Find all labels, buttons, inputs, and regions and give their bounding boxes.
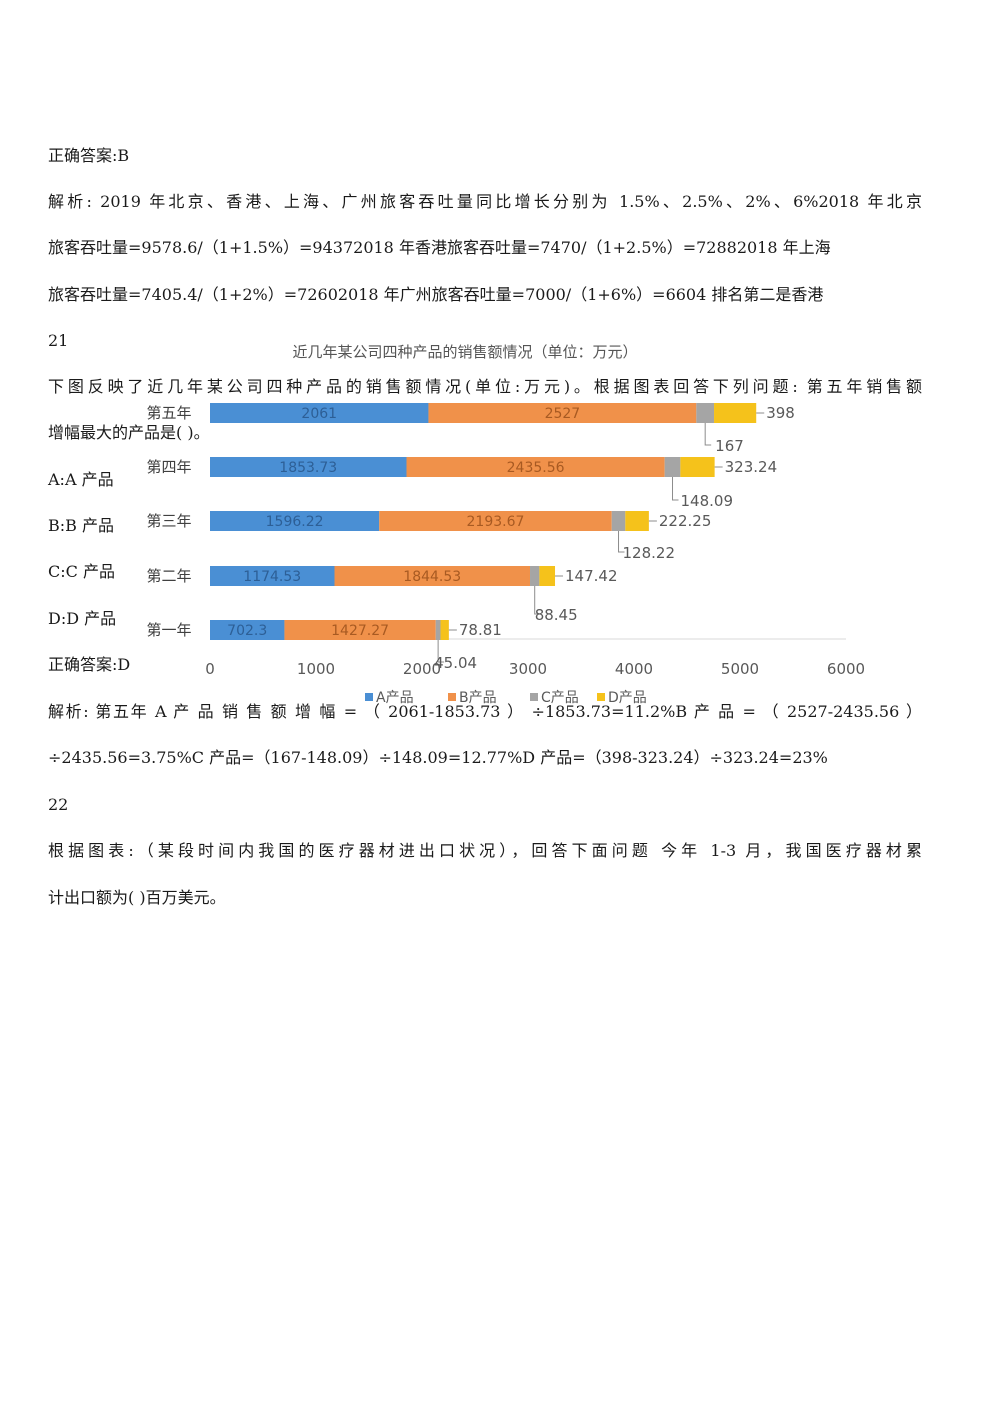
callout-label: 88.45	[535, 606, 578, 624]
bar-value-label: 702.3	[227, 623, 267, 639]
x-tick-label: 5000	[721, 660, 759, 678]
chart-title: 近几年某公司四种产品的销售额情况（单位：万元）	[292, 343, 637, 361]
analysis-line: 解析: 第五年 A 产 品 销 售 额 增 幅 = （ 2061-1853.73…	[48, 702, 922, 721]
question-text: 根据图表:（某段时间内我国的医疗器材进出口状况），回答下面问题 今年 1-3 月…	[48, 841, 922, 860]
bar-segment-b	[284, 620, 436, 640]
bar-segment-d	[440, 620, 449, 640]
bar-value-label: 1596.22	[266, 514, 324, 530]
callout-label: 78.81	[459, 621, 502, 639]
bar-value-label: 2193.67	[467, 514, 525, 530]
bar-value-label: 2061	[301, 406, 337, 422]
x-tick-label: 6000	[827, 660, 865, 678]
category-label: 第五年	[146, 404, 191, 422]
category-label: 第三年	[146, 512, 191, 530]
callout-leader	[618, 531, 625, 553]
x-tick-label: 3000	[509, 660, 547, 678]
legend-swatch	[597, 693, 605, 701]
bar-segment-c	[435, 620, 441, 640]
callout-leader	[672, 477, 679, 501]
bar-value-label: 1174.53	[243, 569, 301, 585]
category-label: 第四年	[146, 458, 191, 476]
legend-label: C产品	[541, 690, 579, 706]
question-number: 21	[48, 331, 69, 350]
x-tick-label: 1000	[297, 660, 335, 678]
bar-segment-a	[210, 403, 429, 423]
callout-label: 128.22	[623, 544, 676, 562]
bar-segment-c	[696, 403, 715, 423]
legend-label: D产品	[608, 690, 647, 706]
question-text: 增幅最大的产品是( )。	[48, 423, 210, 442]
bar-segment-a	[210, 457, 407, 477]
bar-segment-a	[210, 620, 285, 640]
bar-segment-d	[680, 457, 715, 477]
analysis-line: ÷2435.56=3.75%C 产品=（167-148.09）÷148.09=1…	[48, 748, 828, 767]
option-a: A:A 产品	[48, 470, 114, 489]
question-text: 计出口额为( )百万美元。	[48, 888, 226, 907]
analysis-line: 旅客吞吐量=9578.6/（1+1.5%）=94372018 年香港旅客吞吐量=…	[48, 238, 831, 257]
category-label: 第二年	[146, 567, 191, 585]
bar-segment-d	[539, 566, 556, 586]
bar-segment-c	[530, 566, 540, 586]
bar-segment-d	[625, 511, 649, 531]
legend-swatch	[365, 693, 373, 701]
bar-segment-a	[210, 511, 380, 531]
option-d: D:D 产品	[48, 609, 117, 628]
callout-label: 148.09	[681, 492, 734, 510]
answer-line: 正确答案:D	[48, 655, 131, 674]
option-c: C:C 产品	[48, 562, 115, 581]
x-tick-label: 2000	[403, 660, 441, 678]
callout-leader	[437, 640, 445, 663]
bar-segment-b	[334, 566, 531, 586]
bar-segment-b	[406, 457, 665, 477]
legend-label: A产品	[376, 690, 414, 706]
callout-label: 45.04	[434, 654, 477, 672]
x-tick-label: 4000	[615, 660, 653, 678]
callout-label: 323.24	[725, 458, 778, 476]
legend-label: B产品	[459, 690, 497, 706]
question-text: 下图反映了近几年某公司四种产品的销售额情况(单位:万元)。根据图表回答下列问题:…	[48, 377, 922, 396]
callout-label: 222.25	[659, 512, 712, 530]
callout-leader	[704, 423, 712, 446]
bar-segment-b	[428, 403, 697, 423]
bar-segment-b	[379, 511, 612, 531]
bar-value-label: 1844.53	[403, 569, 461, 585]
x-tick-label: 0	[205, 660, 215, 678]
option-b: B:B 产品	[48, 516, 114, 535]
legend-swatch	[530, 693, 538, 701]
callout-label: 398	[766, 404, 795, 422]
bar-value-label: 2435.56	[507, 460, 565, 476]
chart-canvas: 近几年某公司四种产品的销售额情况（单位：万元） 0 1000 2000 3000 4000…	[146, 343, 865, 706]
bar-segment-c	[664, 457, 681, 477]
bar-value-label: 1427.27	[331, 623, 389, 639]
callout-label: 167	[715, 437, 744, 455]
category-label: 第一年	[146, 621, 191, 639]
bar-value-label: 2527	[545, 406, 581, 422]
callout-label: 147.42	[565, 567, 618, 585]
legend-swatch	[448, 693, 456, 701]
bar-segment-a	[210, 566, 335, 586]
bar-value-label: 1853.73	[279, 460, 337, 476]
bar-segment-d	[714, 403, 757, 423]
analysis-line: 解析: 2019 年北京、香港、上海、广州旅客吞吐量同比增长分别为 1.5%、2…	[48, 192, 922, 211]
callout-leader	[534, 586, 541, 615]
answer-line: 正确答案:B	[48, 146, 130, 165]
question-number: 22	[48, 795, 69, 814]
analysis-line: 旅客吞吐量=7405.4/（1+2%）=72602018 年广州旅客吞吐量=70…	[48, 285, 824, 304]
bar-segment-c	[611, 511, 626, 531]
stacked-bar-chart: 近几年某公司四种产品的销售额情况（单位：万元） 0 1000 2000 3000 4000…	[125, 332, 885, 722]
